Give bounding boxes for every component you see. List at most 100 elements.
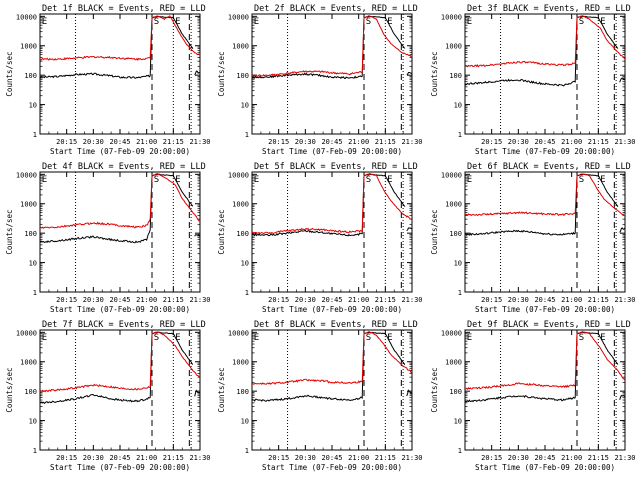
y-tick-label: 10 <box>454 102 462 110</box>
flag-letter-e: E <box>467 17 472 27</box>
series-group <box>465 15 625 87</box>
x-tick-label: 21:00 <box>348 138 369 146</box>
x-tick-label: 20:45 <box>109 296 130 304</box>
flag-letter-e: E <box>467 333 472 343</box>
y-tick-label: 100 <box>24 72 37 80</box>
y-tick-label: 10000 <box>441 329 462 337</box>
y-tick-label: 1000 <box>232 43 249 51</box>
flag-letter-e: E <box>600 175 605 185</box>
x-axis-label: Start Time (07-Feb-09 20:00:00) <box>262 147 402 156</box>
x-tick-label: 20:30 <box>83 454 104 462</box>
x-tick-label: 20:30 <box>83 296 104 304</box>
x-tick-label: 21:00 <box>136 296 157 304</box>
y-tick-label: 1 <box>33 447 37 455</box>
x-tick-label: 20:15 <box>56 454 77 462</box>
x-tick-label: 21:00 <box>348 296 369 304</box>
flag-letter-e: E <box>42 333 47 343</box>
x-tick-label: 21:30 <box>189 296 210 304</box>
y-tick-label: 1000 <box>232 201 249 209</box>
lld-series-line <box>40 15 200 61</box>
x-tick-label: 20:30 <box>508 138 529 146</box>
flag-letter-e: E <box>254 333 259 343</box>
x-tick-label: 21:00 <box>561 454 582 462</box>
y-tick-label: 1 <box>458 289 462 297</box>
y-tick-label: 10 <box>29 102 37 110</box>
y-axis-label: Counts/sec <box>5 367 14 412</box>
lld-series-line <box>40 173 200 229</box>
y-tick-label: 10000 <box>16 329 37 337</box>
plot-frame <box>39 329 201 451</box>
x-tick-label: 21:30 <box>614 296 635 304</box>
y-tick-label: 1 <box>33 131 37 139</box>
x-tick-label: 21:30 <box>189 454 210 462</box>
x-tick-label: 21:15 <box>375 296 396 304</box>
y-tick-label: 1000 <box>20 359 37 367</box>
x-tick-label: 21:15 <box>588 138 609 146</box>
x-tick-label: 21:30 <box>614 454 635 462</box>
chart-panel-1: Det 1f BLACK = Events, RED = LLD 1 10 100 10… <box>5 4 211 156</box>
chart-title: Det 5f BLACK = Events, RED = LLD <box>254 162 418 172</box>
lld-series-line <box>252 15 412 78</box>
y-tick-label: 10000 <box>16 13 37 21</box>
x-tick-label: 20:15 <box>268 138 289 146</box>
y-tick-label: 10 <box>29 260 37 268</box>
x-tick-label: 21:30 <box>401 296 422 304</box>
chart-panel-7: Det 7f BLACK = Events, RED = LLD 1 10 100 10… <box>5 320 211 472</box>
events-series-line <box>40 173 200 244</box>
y-tick-label: 1000 <box>445 201 462 209</box>
x-tick-label: 21:00 <box>136 454 157 462</box>
y-tick-label: 1 <box>245 289 249 297</box>
plot-frame <box>464 13 626 135</box>
series-group <box>252 15 412 80</box>
plot-frame <box>39 171 201 293</box>
plot-frame <box>464 171 626 293</box>
y-tick-label: 1000 <box>232 359 249 367</box>
y-tick-label: 10 <box>454 260 462 268</box>
y-tick-label: 10000 <box>16 171 37 179</box>
x-tick-label: 21:15 <box>375 138 396 146</box>
y-tick-label: 1000 <box>20 43 37 51</box>
flag-letter-s: S <box>366 333 371 343</box>
plot-frame <box>251 329 413 451</box>
series-group <box>465 173 625 236</box>
x-tick-label: 20:30 <box>295 138 316 146</box>
x-tick-label: 21:00 <box>561 296 582 304</box>
chart-panel-6: Det 6f BLACK = Events, RED = LLD 1 10 100 10… <box>430 162 636 314</box>
x-tick-label: 21:15 <box>375 454 396 462</box>
y-tick-label: 1 <box>245 131 249 139</box>
x-axis-label: Start Time (07-Feb-09 20:00:00) <box>50 463 190 472</box>
x-tick-label: 20:30 <box>295 454 316 462</box>
x-axis-label: Start Time (07-Feb-09 20:00:00) <box>475 147 615 156</box>
events-series-line <box>465 173 625 236</box>
series-group <box>465 331 625 403</box>
y-axis-label: Counts/sec <box>217 209 226 254</box>
x-tick-label: 21:15 <box>588 296 609 304</box>
flag-letter-s: S <box>154 17 159 27</box>
flag-letter-s: S <box>579 175 584 185</box>
x-tick-label: 20:45 <box>321 296 342 304</box>
flag-letter-s: S <box>366 175 371 185</box>
y-tick-label: 1 <box>458 131 462 139</box>
lld-series-line <box>465 173 625 217</box>
x-tick-label: 21:30 <box>401 138 422 146</box>
x-tick-label: 20:45 <box>109 454 130 462</box>
x-tick-label: 20:15 <box>481 138 502 146</box>
chart-title: Det 6f BLACK = Events, RED = LLD <box>467 162 631 172</box>
y-tick-label: 100 <box>449 230 462 238</box>
chart-title: Det 9f BLACK = Events, RED = LLD <box>467 320 631 330</box>
chart-title: Det 1f BLACK = Events, RED = LLD <box>42 4 206 14</box>
x-tick-label: 20:30 <box>508 296 529 304</box>
x-tick-label: 20:15 <box>56 296 77 304</box>
x-axis-label: Start Time (07-Feb-09 20:00:00) <box>475 463 615 472</box>
chart-panel-4: Det 4f BLACK = Events, RED = LLD 1 10 100 10… <box>5 162 211 314</box>
flag-letter-e: E <box>387 333 392 343</box>
y-tick-label: 10 <box>241 102 249 110</box>
flag-letter-s: S <box>154 175 159 185</box>
y-tick-label: 10000 <box>228 13 249 21</box>
flag-letter-s: S <box>579 333 584 343</box>
y-tick-label: 10000 <box>228 329 249 337</box>
x-tick-label: 21:00 <box>136 138 157 146</box>
y-tick-label: 10 <box>29 418 37 426</box>
x-tick-label: 20:30 <box>295 296 316 304</box>
y-tick-label: 100 <box>449 72 462 80</box>
